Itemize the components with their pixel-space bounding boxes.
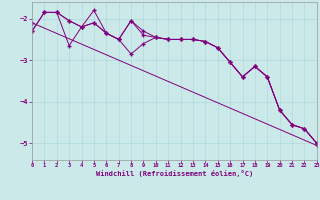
X-axis label: Windchill (Refroidissement éolien,°C): Windchill (Refroidissement éolien,°C) <box>96 170 253 177</box>
